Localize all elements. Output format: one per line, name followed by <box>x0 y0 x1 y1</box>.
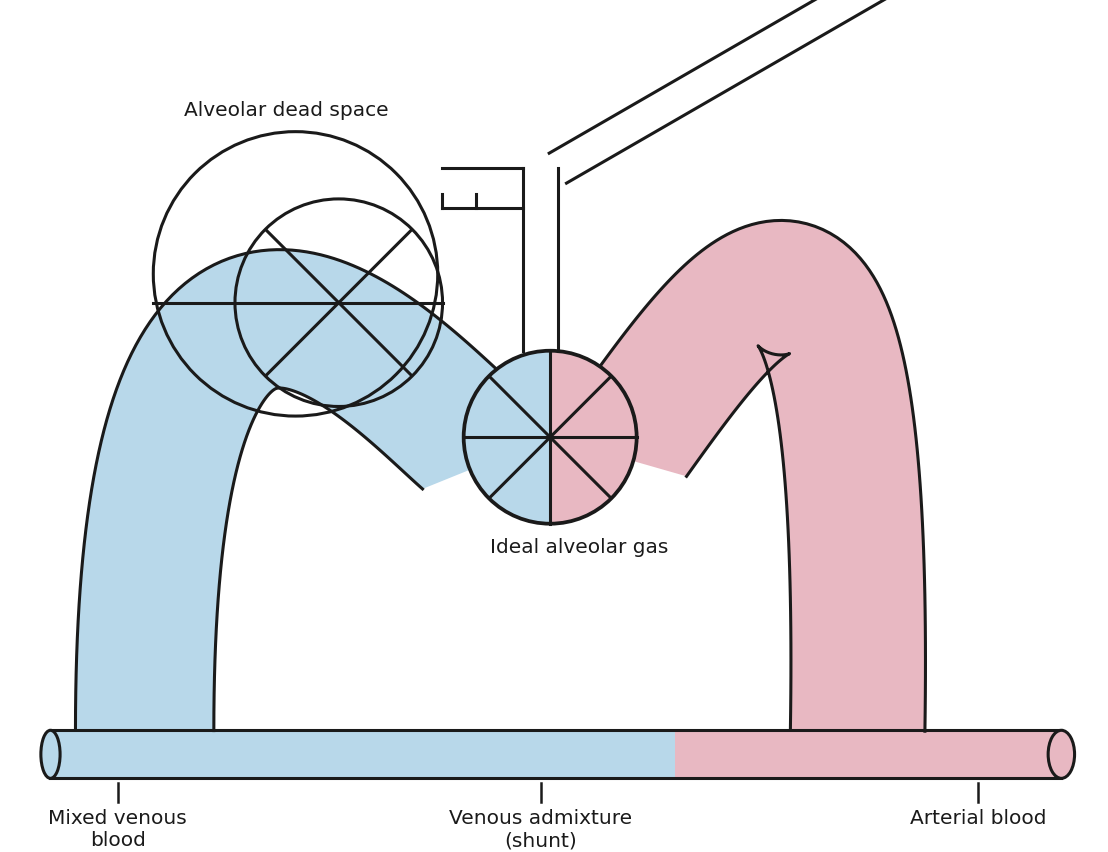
Text: Venous admixture
(shunt): Venous admixture (shunt) <box>449 809 632 850</box>
Polygon shape <box>551 351 637 524</box>
Text: Mixed venous
blood: Mixed venous blood <box>49 809 187 850</box>
Polygon shape <box>75 250 514 730</box>
Polygon shape <box>51 730 675 779</box>
Ellipse shape <box>41 730 60 779</box>
Polygon shape <box>675 730 1061 779</box>
Text: Alveolar dead space: Alveolar dead space <box>184 101 388 120</box>
Polygon shape <box>463 351 551 524</box>
Ellipse shape <box>1048 730 1075 779</box>
Text: Arterial blood: Arterial blood <box>910 809 1046 828</box>
Text: Ideal alveolar gas: Ideal alveolar gas <box>490 538 668 557</box>
Polygon shape <box>577 221 925 731</box>
